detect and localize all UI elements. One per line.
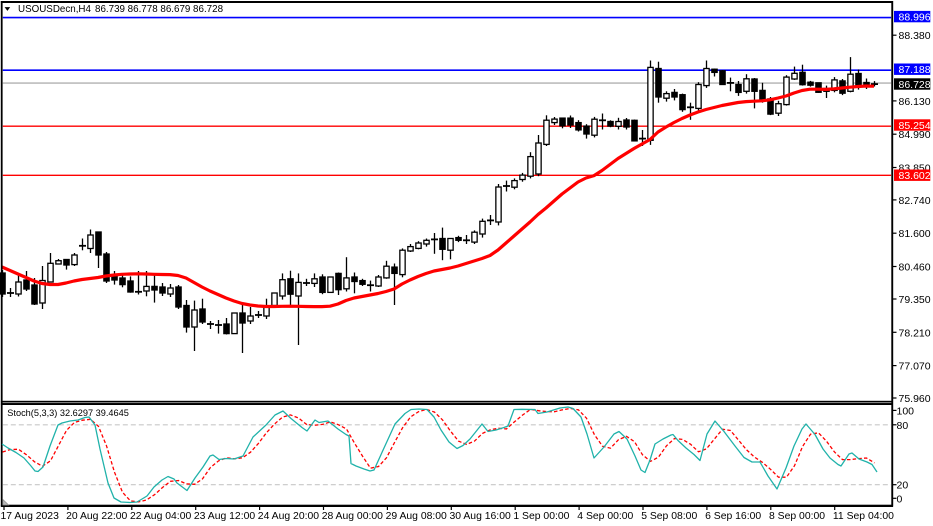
svg-text:4 Sep 00:00: 4 Sep 00:00 xyxy=(577,511,633,522)
svg-text:78.210: 78.210 xyxy=(899,327,931,339)
svg-text:11 Sep 04:00: 11 Sep 04:00 xyxy=(833,511,894,522)
svg-text:20 Aug 22:00: 20 Aug 22:00 xyxy=(66,511,127,522)
svg-text:29 Aug 08:00: 29 Aug 08:00 xyxy=(386,511,447,522)
svg-text:24 Aug 20:00: 24 Aug 20:00 xyxy=(258,511,319,522)
svg-text:86.130: 86.130 xyxy=(899,96,931,108)
svg-text:22 Aug 04:00: 22 Aug 04:00 xyxy=(130,511,191,522)
svg-text:Stoch(5,3,3) 32.6297 39.4645: Stoch(5,3,3) 32.6297 39.4645 xyxy=(7,408,129,418)
svg-text:100: 100 xyxy=(897,405,915,417)
svg-text:85.254: 85.254 xyxy=(899,120,931,132)
svg-text:81.600: 81.600 xyxy=(899,228,931,240)
svg-text:88.380: 88.380 xyxy=(899,30,931,42)
svg-text:79.350: 79.350 xyxy=(899,294,931,306)
svg-text:5 Sep 08:00: 5 Sep 08:00 xyxy=(641,511,697,522)
svg-text:77.070: 77.070 xyxy=(899,361,931,373)
svg-text:86.728: 86.728 xyxy=(899,79,931,91)
svg-text:1 Sep 00:00: 1 Sep 00:00 xyxy=(513,511,569,522)
svg-text:83.602: 83.602 xyxy=(899,170,931,182)
svg-text:86.739 86.778 86.679 86.728: 86.739 86.778 86.679 86.728 xyxy=(95,4,224,15)
svg-text:30 Aug 16:00: 30 Aug 16:00 xyxy=(450,511,511,522)
svg-text:88.996: 88.996 xyxy=(899,12,931,24)
svg-text:80: 80 xyxy=(897,420,909,432)
svg-text:82.740: 82.740 xyxy=(899,195,931,207)
svg-text:USOUSDecn,H4: USOUSDecn,H4 xyxy=(18,4,92,15)
svg-text:28 Aug 00:00: 28 Aug 00:00 xyxy=(322,511,383,522)
svg-text:84.990: 84.990 xyxy=(899,129,931,141)
svg-text:17 Aug 2023: 17 Aug 2023 xyxy=(1,511,60,522)
svg-text:8 Sep 00:00: 8 Sep 00:00 xyxy=(769,511,825,522)
svg-text:87.188: 87.188 xyxy=(899,64,931,76)
svg-text:20: 20 xyxy=(897,480,909,492)
svg-text:75.960: 75.960 xyxy=(899,393,931,405)
svg-text:80.460: 80.460 xyxy=(899,262,931,274)
svg-text:6 Sep 16:00: 6 Sep 16:00 xyxy=(705,511,761,522)
svg-text:0: 0 xyxy=(897,493,903,505)
svg-text:23 Aug 12:00: 23 Aug 12:00 xyxy=(194,511,255,522)
